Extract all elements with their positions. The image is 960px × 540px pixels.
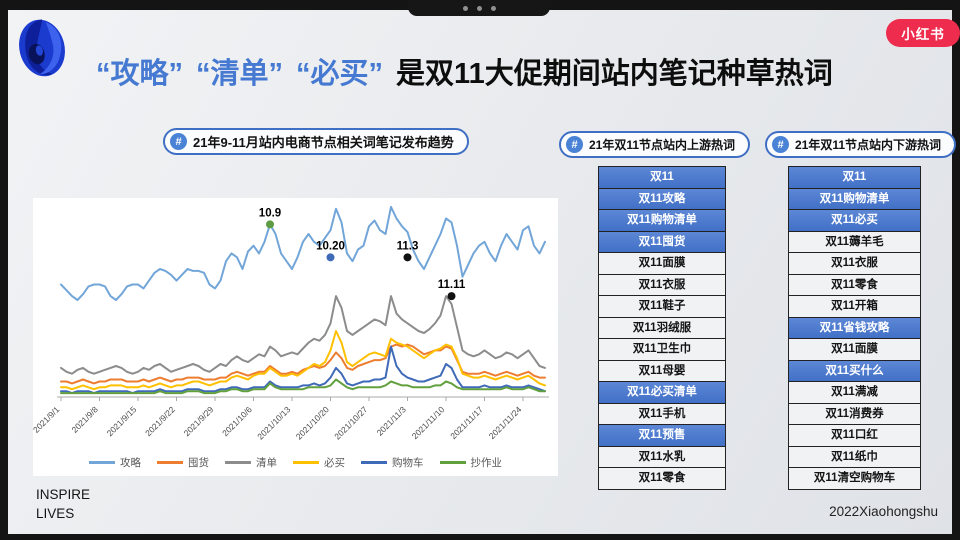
- presentation-slide: 小红书 “攻略” “清单” “必买” 是双11大促期间站内笔记种草热词 # 21年9-…: [8, 10, 960, 534]
- trend-line-chart: 2021/9/1 2021/9/8 2021/9/15 2021/9/22 2021/9…: [31, 205, 549, 441]
- svg-text:2021/11/10: 2021/11/10: [410, 404, 447, 441]
- table-row: 双11零食: [788, 273, 921, 296]
- table-row: 双11手机: [598, 402, 726, 425]
- svg-text:10.9: 10.9: [259, 207, 281, 219]
- table-row: 双11鞋子: [598, 295, 726, 318]
- upstream-hotwords-table: 双11 双11攻略 双11购物清单 双11囤货 双11面膜 双11衣服 双11鞋子 双11羽绒…: [598, 166, 726, 490]
- table-row: 双11衣服: [788, 252, 921, 275]
- chart-legend: 攻略 囤货 清单 必买 购物车 抄作业: [33, 455, 558, 470]
- title-term-qingdan: “清单”: [196, 58, 284, 90]
- badge-trend-label: 21年9-11月站内电商节点相关词笔记发布趋势: [193, 135, 454, 150]
- table-row: 双11薅羊毛: [788, 230, 921, 253]
- table-row: 双11口红: [788, 424, 921, 447]
- legend-label: 清单: [256, 457, 277, 469]
- footer-slogan-line1: INSPIRE: [36, 487, 91, 502]
- table-row: 双11水乳: [598, 445, 726, 468]
- hash-icon: #: [772, 136, 789, 153]
- legend-item: 清单: [225, 455, 277, 470]
- legend-item: 囤货: [157, 455, 209, 470]
- table-row: 双11纸巾: [788, 445, 921, 468]
- table-row: 双11零食: [598, 467, 726, 490]
- downstream-hotwords-table: 双11 双11购物清单 双11必买 双11薅羊毛 双11衣服 双11零食 双11开箱 双11省…: [788, 166, 921, 490]
- table-row: 双11羽绒服: [598, 316, 726, 339]
- table-row: 双11开箱: [788, 295, 921, 318]
- svg-text:2021/9/8: 2021/9/8: [69, 404, 100, 435]
- legend-label: 抄作业: [470, 457, 503, 469]
- legend-item: 购物车: [361, 455, 424, 470]
- xiaohongshu-logo: 小红书: [886, 19, 960, 47]
- table-row: 双11清空购物车: [788, 467, 921, 490]
- badge-downstream-label: 21年双11节点站内下游热词: [795, 138, 942, 152]
- table-row: 双11省钱攻略: [788, 316, 921, 339]
- legend-swatch-icon: [89, 461, 115, 464]
- title-term-bimai: “必买”: [296, 58, 384, 90]
- table-row: 双11消费券: [788, 402, 921, 425]
- window-handle-bar[interactable]: [408, 0, 550, 16]
- table-row: 双11母婴: [598, 359, 726, 382]
- handle-dot-icon: [490, 5, 496, 11]
- svg-text:2021/10/6: 2021/10/6: [220, 404, 254, 438]
- footer-slogan: INSPIRE LIVES: [36, 486, 90, 524]
- slide-title: “攻略” “清单” “必买” 是双11大促期间站内笔记种草热词: [96, 50, 833, 92]
- legend-swatch-icon: [439, 461, 466, 464]
- brand-swirl-logo: [19, 19, 65, 77]
- table-row: 双11买什么: [788, 359, 921, 382]
- hash-icon: #: [170, 133, 187, 150]
- footer-credit: 2022Xiaohongshu: [829, 504, 938, 519]
- svg-text:2021/11/17: 2021/11/17: [448, 404, 485, 441]
- svg-text:2021/11/3: 2021/11/3: [375, 404, 409, 438]
- legend-swatch-icon: [293, 461, 319, 464]
- svg-text:2021/11/24: 2021/11/24: [487, 404, 524, 441]
- legend-label: 攻略: [120, 457, 141, 469]
- table-row: 双11攻略: [598, 187, 726, 210]
- legend-label: 必买: [324, 457, 345, 469]
- svg-text:10.20: 10.20: [316, 240, 345, 252]
- hash-icon: #: [566, 136, 583, 153]
- handle-dot-icon: [462, 5, 468, 11]
- svg-text:2021/10/27: 2021/10/27: [332, 404, 369, 441]
- svg-text:2021/9/1: 2021/9/1: [33, 404, 62, 435]
- badge-trend-caption: # 21年9-11月站内电商节点相关词笔记发布趋势: [163, 128, 469, 155]
- legend-swatch-icon: [225, 461, 251, 464]
- table-row: 双11必买: [788, 209, 921, 232]
- badge-downstream-caption: # 21年双11节点站内下游热词: [765, 131, 957, 158]
- svg-text:2021/9/29: 2021/9/29: [182, 404, 216, 438]
- legend-label: 囤货: [188, 457, 209, 469]
- table-row: 双11: [788, 166, 921, 189]
- svg-text:11.11: 11.11: [438, 279, 466, 291]
- legend-label: 购物车: [392, 457, 424, 469]
- svg-text:2021/9/22: 2021/9/22: [143, 404, 177, 438]
- trend-chart-panel: 2021/9/1 2021/9/8 2021/9/15 2021/9/22 2021/9…: [31, 198, 558, 476]
- svg-text:11.3: 11.3: [397, 240, 419, 252]
- table-row: 双11满减: [788, 381, 921, 404]
- legend-swatch-icon: [361, 461, 387, 464]
- svg-text:2021/10/20: 2021/10/20: [294, 404, 331, 441]
- table-row: 双11购物清单: [788, 187, 921, 210]
- svg-text:2021/9/15: 2021/9/15: [105, 404, 139, 438]
- legend-item: 必买: [293, 455, 345, 470]
- legend-item: 抄作业: [439, 455, 503, 470]
- table-row: 双11囤货: [598, 230, 726, 253]
- title-term-gonglue: “攻略”: [96, 58, 184, 90]
- table-row: 双11卫生巾: [598, 338, 726, 361]
- table-row: 双11必买清单: [598, 381, 726, 404]
- title-rest: 是双11大促期间站内笔记种草热词: [396, 58, 833, 90]
- svg-text:2021/10/13: 2021/10/13: [255, 404, 292, 441]
- table-row: 双11面膜: [788, 338, 921, 361]
- table-row: 双11预售: [598, 424, 726, 447]
- handle-dot-icon: [476, 5, 482, 11]
- table-row: 双11: [598, 166, 726, 189]
- table-row: 双11购物清单: [598, 209, 726, 232]
- badge-upstream-label: 21年双11节点站内上游热词: [589, 138, 736, 152]
- badge-upstream-caption: # 21年双11节点站内上游热词: [559, 131, 751, 158]
- legend-item: 攻略: [89, 455, 141, 470]
- table-row: 双11面膜: [598, 252, 726, 275]
- footer-slogan-line2: LIVES: [36, 505, 75, 521]
- table-row: 双11衣服: [598, 273, 726, 296]
- legend-swatch-icon: [157, 461, 183, 464]
